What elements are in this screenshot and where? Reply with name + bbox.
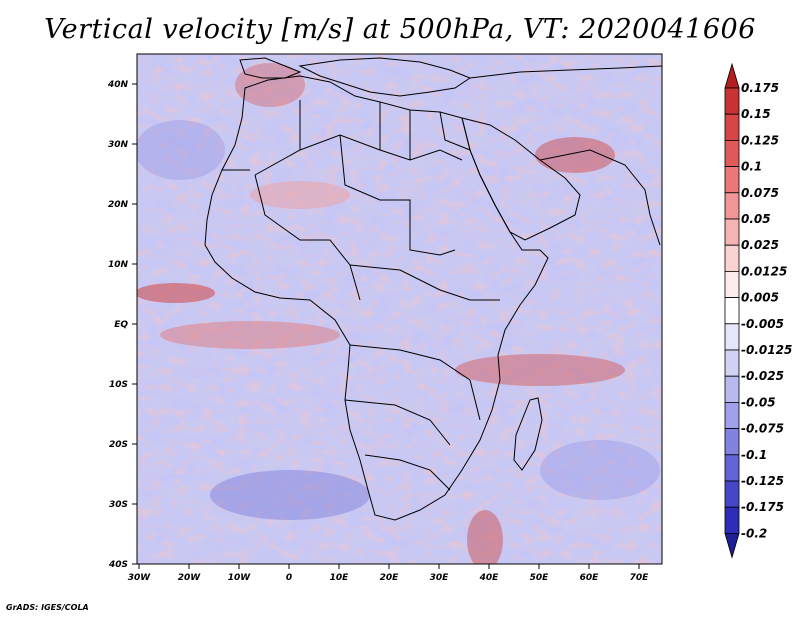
colorbar-swatch [724,454,740,482]
colorbar-label: -0.125 [741,474,784,488]
x-tick-label: 40E [479,573,500,583]
colorbar-swatch [724,349,740,377]
x-tick-label: 60E [580,573,600,583]
footer-credit: GrADS: IGES/COLA [6,603,89,612]
colorbar-label: -0.2 [741,526,767,540]
x-tick-label: 30E [430,573,450,583]
y-tick-label: 20S [109,440,128,450]
colorbar-label: 0.005 [741,291,779,305]
colorbar-swatch [724,270,740,298]
y-tick-labels: 40N 30N 20N 10N EQ 10S 20S 30S 40S [107,80,129,570]
y-tick-label: 40N [107,80,129,90]
colorbar-swatch [724,192,740,220]
x-tick-label: 70E [630,573,650,583]
colorbar-swatch [724,87,740,115]
x-tick-labels: 30W 20W 10W 0 10E 20E 30E 40E 50E 60E 70… [128,573,649,583]
x-axis [138,564,640,569]
x-tick-label: 0 [286,573,292,583]
x-tick-label: 10W [228,573,252,583]
colorbar-label: 0.025 [741,238,779,252]
colorbar-swatch [724,297,740,325]
colorbar-swatch [724,401,740,429]
colorbar-label: 0.05 [741,212,771,226]
colorbar-label: 0.1 [741,160,762,174]
x-tick-label: 50E [530,573,550,583]
colorbar-label: -0.05 [741,395,776,409]
colorbar-swatch [724,428,740,456]
y-tick-label: 30S [109,500,128,510]
colorbar-label: -0.1 [741,448,767,462]
y-tick-label: 30N [108,140,129,150]
colorbar-label: 0.175 [741,81,779,95]
colorbar-label: -0.175 [741,500,784,514]
colorbar: 0.175 0.15 0.125 0.1 0.075 0.05 0.025 0.0125 0.0… [724,62,792,559]
colorbar-swatch [724,506,740,534]
colorbar-swatch [724,244,740,272]
colorbar-swatch [724,113,740,141]
colorbar-arrow-top [724,62,740,89]
colorbar-swatch [724,139,740,167]
x-tick-label: 20E [380,573,400,583]
x-tick-label: 10E [330,573,350,583]
plot-frame [136,53,663,565]
colorbar-label: -0.075 [741,422,784,436]
map-title: Vertical velocity [m/s] at 500hPa, VT: 2… [44,14,756,45]
colorbar-swatch [724,375,740,403]
x-tick-label: 30W [128,573,152,583]
coastlines [204,57,662,521]
colorbar-label: 0.075 [741,186,779,200]
y-axis [132,83,137,565]
y-tick-label: 10N [108,260,129,270]
colorbar-swatch [724,218,740,246]
colorbar-label: -0.025 [741,369,784,383]
colorbar-swatch [724,480,740,508]
y-tick-label: 20N [108,200,129,210]
colorbar-label: 0.15 [741,107,771,121]
colorbar-arrow-bottom [724,533,740,559]
colorbar-label: 0.0125 [741,264,787,278]
colorbar-swatch [724,323,740,351]
y-tick-label: 40S [108,560,128,570]
colorbar-label: 0.125 [741,133,779,147]
y-tick-label: 10S [109,380,128,390]
colorbar-label: -0.0125 [741,343,792,357]
colorbar-label: -0.005 [741,317,784,331]
colorbar-swatch [724,166,740,194]
velocity-field [137,54,662,564]
y-tick-label: EQ [114,320,128,330]
x-tick-label: 20W [178,573,202,583]
